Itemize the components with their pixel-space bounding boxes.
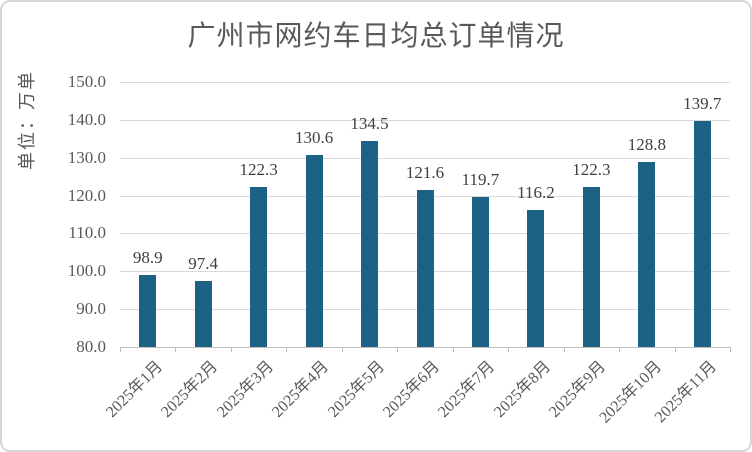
- bar: [416, 189, 434, 347]
- bar-value-label: 98.9: [132, 248, 163, 268]
- x-axis-tick-mark: [341, 347, 343, 352]
- y-axis-tick-label: 140.0: [67, 109, 106, 129]
- bar-value-label: 139.7: [683, 93, 722, 113]
- y-axis-tick-label: 150.0: [67, 72, 106, 91]
- x-axis-tick-mark: [619, 347, 621, 352]
- bar: [361, 140, 379, 347]
- y-axis-tick-label: 100.0: [67, 261, 106, 281]
- bar-value-label: 122.3: [572, 159, 611, 179]
- y-axis: 150.0 140.0 130.0 120.0 110.0 100.0 90.0 80.0: [2, 72, 106, 356]
- bar-value-label: 97.4: [188, 254, 219, 274]
- x-axis-line: [120, 347, 730, 348]
- x-axis-tick-mark: [730, 347, 731, 352]
- x-axis-tick-mark: [397, 347, 399, 352]
- plot-area: 98.9 2025年1月 97.4 2025年2月 122.3 2025年3月 130.6 2…: [103, 82, 731, 427]
- gridline: [120, 157, 730, 159]
- bar: [582, 186, 600, 347]
- bar: [527, 209, 545, 347]
- bar-value-label: 130.6: [294, 128, 334, 148]
- y-axis-tick-label: 110.0: [68, 223, 106, 243]
- gridline: [120, 82, 730, 83]
- y-axis-tick-label: 80.0: [76, 337, 106, 356]
- gridline: [120, 119, 730, 121]
- bar-value-label: 116.2: [517, 182, 555, 202]
- y-axis-tick-label: 120.0: [67, 185, 106, 205]
- x-axis-tick-mark: [508, 347, 510, 352]
- y-axis-tick-label: 90.0: [76, 299, 106, 319]
- bar: [194, 281, 212, 347]
- x-axis-tick-mark: [286, 347, 288, 352]
- x-axis-tick-mark: [452, 347, 454, 352]
- bar: [139, 275, 157, 347]
- chart-title: 广州市网约车日均总订单情况: [187, 21, 565, 52]
- x-axis-tick-mark: [674, 347, 676, 352]
- bar: [305, 155, 323, 347]
- x-axis-tick-mark: [175, 347, 177, 352]
- bar: [250, 186, 268, 347]
- bar-value-label: 134.5: [350, 113, 389, 133]
- bar-value-label: 128.8: [627, 135, 666, 155]
- bar: [471, 196, 489, 347]
- y-axis-tick-label: 130.0: [67, 147, 106, 167]
- x-axis-tick-mark: [120, 347, 121, 352]
- bar-value-label: 119.7: [461, 169, 500, 189]
- bar-value-label: 121.6: [405, 162, 445, 182]
- bar: [693, 121, 711, 347]
- x-axis-tick-mark: [563, 347, 565, 352]
- x-axis-tick-mark: [230, 347, 232, 352]
- bar: [638, 162, 656, 347]
- bar-value-label: 122.3: [239, 159, 278, 179]
